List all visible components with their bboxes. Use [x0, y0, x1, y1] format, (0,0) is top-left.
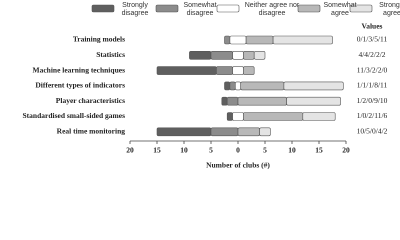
- bar-segment: [156, 127, 212, 137]
- bar-segment: [224, 35, 231, 45]
- x-tick-label: 0: [236, 146, 240, 155]
- legend-swatch: [91, 4, 115, 13]
- bar-segment: [243, 112, 304, 121]
- x-tick-label: 10: [288, 146, 296, 155]
- x-tick-label: 20: [342, 146, 350, 155]
- value-label: 1/2/0/9/10: [357, 96, 388, 105]
- value-label: 0/1/3/5/11: [357, 35, 388, 44]
- bar-segment: [210, 50, 233, 60]
- bar-segment: [286, 96, 341, 106]
- bar-segment: [221, 96, 228, 106]
- bar-segment: [237, 127, 260, 137]
- category-label: Statistics: [96, 50, 125, 59]
- bar-segment: [216, 66, 233, 75]
- x-tick-label: 15: [315, 146, 323, 155]
- bar-segment: [224, 81, 231, 91]
- legend-label: Neither agree nor disagree: [244, 2, 300, 17]
- legend-label: Strongly agree: [379, 2, 400, 17]
- bar-segment: [243, 66, 255, 75]
- category-label: Training models: [73, 35, 125, 44]
- category-label: Player characteristics: [56, 96, 125, 105]
- value-label: 10/5/0/4/2: [357, 127, 388, 136]
- category-label: Standardised small-sided games: [22, 111, 125, 120]
- bar-segment: [253, 50, 266, 60]
- value-label: 11/3/2/2/0: [357, 65, 388, 74]
- legend-swatch: [297, 4, 321, 13]
- category-label: Different types of indicators: [35, 81, 125, 90]
- bar-segment: [259, 127, 271, 137]
- legend-swatch: [216, 4, 240, 13]
- legend-swatch: [349, 4, 373, 13]
- x-tick-label: 15: [153, 146, 161, 155]
- bar-segment: [232, 50, 244, 60]
- value-label: 1/0/2/11/6: [357, 111, 388, 120]
- bar-segment: [240, 81, 285, 91]
- bar-segment: [229, 35, 247, 45]
- bar-segment: [210, 127, 239, 137]
- x-tick-label: 5: [209, 146, 213, 155]
- value-label: 4/4/2/2/2: [358, 50, 385, 59]
- bar-segment: [272, 35, 333, 45]
- x-tick-label: 10: [180, 146, 188, 155]
- value-label: 1/1/1/8/11: [357, 81, 388, 90]
- bar-segment: [226, 96, 239, 106]
- bar-segment: [237, 96, 287, 106]
- bar-segment: [232, 112, 244, 121]
- x-tick-label: 5: [263, 146, 267, 155]
- bar-segment: [283, 81, 344, 91]
- values-header: Values: [362, 22, 383, 31]
- x-axis-label: Number of clubs (#): [206, 161, 270, 170]
- category-label: Machine learning techniques: [32, 65, 125, 74]
- legend-label: Somewhat disagree: [183, 2, 217, 17]
- x-tick-label: 20: [126, 146, 134, 155]
- legend-label: Somewhat agree: [323, 2, 357, 17]
- bar-segment: [189, 50, 212, 60]
- bar-segment: [302, 112, 336, 121]
- bar-segment: [226, 112, 233, 121]
- legend-label: Strongly disagree: [121, 2, 149, 17]
- chart-svg: Values Number of clubs (#) 20 15 10 5 0 5 10 15…: [22, 4, 388, 170]
- bar-segment: [156, 66, 217, 75]
- bar-segment: [235, 81, 242, 91]
- category-label: Real time monitoring: [57, 127, 126, 136]
- bar-segment: [243, 50, 255, 60]
- bar-segment: [245, 35, 274, 45]
- chart: Values Number of clubs (#) 20 15 10 5 0 5 10 15…: [22, 2, 400, 170]
- legend-swatch: [155, 4, 179, 13]
- bar-segment: [229, 81, 236, 91]
- bar-segment: [232, 66, 244, 75]
